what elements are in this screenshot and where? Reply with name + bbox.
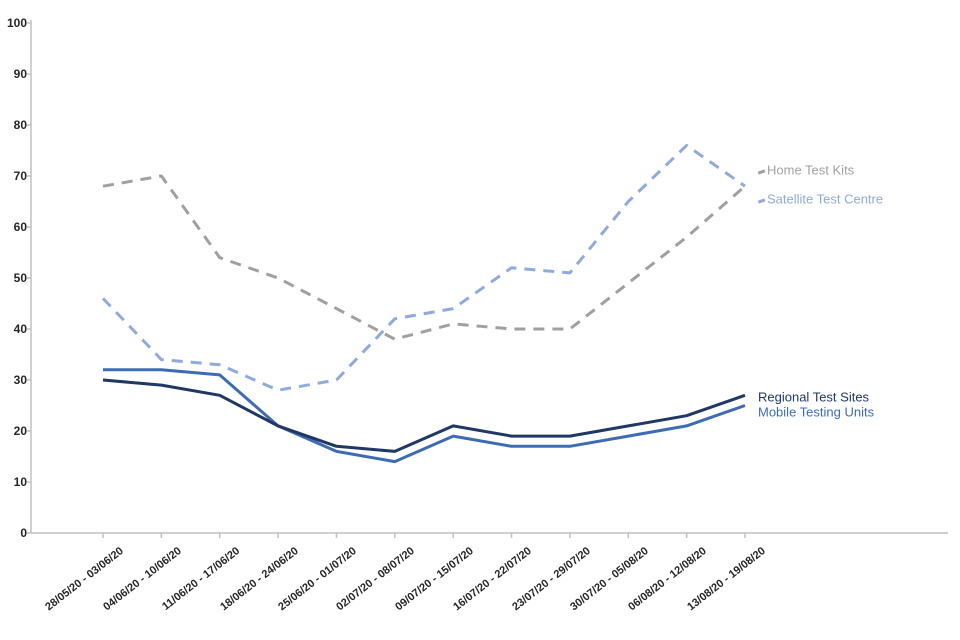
y-axis-tick-label: 20 [13, 424, 27, 438]
series-label-regional-test-sites: Regional Test Sites [758, 391, 869, 404]
series-label-text: Mobile Testing Units [758, 404, 875, 419]
series-line-home-test-kits [102, 174, 746, 341]
y-axis-tick-label: 60 [13, 220, 27, 234]
series-label-text: Regional Test Sites [758, 389, 870, 405]
series-marker-home-test-kits-icon [757, 168, 766, 174]
y-axis-tick-label: 80 [13, 118, 27, 132]
series-label-text: Home Test Kits [767, 162, 855, 178]
y-axis-tick-label: 70 [13, 169, 27, 183]
series-marker-satellite-test-centre-icon [757, 197, 766, 203]
series-label-mobile-testing-units: Mobile Testing Units [758, 405, 874, 418]
series-label-text: Satellite Test Centre [767, 191, 884, 207]
y-axis-tick-label: 10 [13, 475, 27, 489]
y-axis-tick-label: 30 [13, 373, 27, 387]
y-axis-tick-label: 50 [13, 271, 27, 285]
series-label-satellite-test-centre: Satellite Test Centre [757, 191, 884, 207]
y-axis-tick-label: 40 [13, 322, 27, 336]
series-line-mobile-testing-units [103, 368, 746, 464]
y-axis-tick-label: 0 [20, 526, 27, 540]
y-axis-tick-label: 90 [13, 67, 27, 81]
series-label-home-test-kits: Home Test Kits [757, 162, 855, 178]
series-line-regional-test-sites [102, 378, 746, 453]
series-line-satellite-test-centre [101, 143, 746, 392]
y-axis-tick-label: 100 [6, 16, 27, 30]
